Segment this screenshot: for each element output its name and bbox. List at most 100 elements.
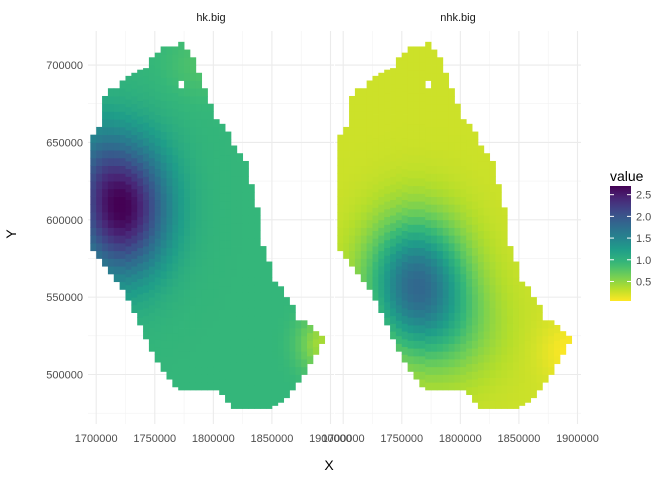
heatmap-tile: [448, 219, 455, 228]
heatmap-tile: [536, 312, 543, 321]
heatmap-tile: [277, 317, 285, 326]
heatmap-tile: [289, 366, 296, 375]
heatmap-tile: [213, 142, 220, 151]
heatmap-tile: [390, 292, 397, 301]
heatmap-tile: [230, 160, 238, 170]
heatmap-tile: [489, 307, 496, 317]
heatmap-tile: [248, 331, 255, 340]
heatmap-tile: [378, 119, 385, 128]
heatmap-tile: [195, 188, 203, 197]
heatmap-tile: [460, 258, 467, 267]
heatmap-tile: [119, 181, 126, 190]
heatmap-tile: [184, 204, 191, 213]
heatmap-tile: [242, 385, 249, 394]
heatmap-tile: [107, 181, 115, 190]
heatmap-tile: [242, 261, 249, 270]
heatmap-tile: [148, 281, 156, 290]
heatmap-tile: [166, 332, 173, 341]
heatmap-tile: [425, 366, 432, 375]
heatmap-tile: [119, 165, 126, 174]
heatmap-tile: [271, 312, 279, 321]
heatmap-tile: [189, 335, 197, 344]
heatmap-tile: [207, 157, 214, 167]
heatmap-tile: [489, 338, 496, 348]
heatmap-tile: [349, 242, 356, 252]
heatmap-tile: [166, 170, 173, 179]
heatmap-tile: [483, 346, 491, 355]
heatmap-tile: [436, 366, 444, 375]
heatmap-tile: [195, 382, 203, 391]
heatmap-tile: [483, 184, 491, 193]
heatmap-tile: [236, 215, 244, 224]
heatmap-tile: [460, 173, 467, 182]
heatmap-tile: [448, 297, 455, 306]
heatmap-tile: [536, 366, 543, 375]
heatmap-tile: [530, 359, 537, 368]
heatmap-tile: [201, 219, 208, 228]
heatmap-tile: [184, 134, 191, 143]
heatmap-tile: [384, 255, 391, 264]
heatmap-tile: [184, 49, 191, 58]
heatmap-tile: [160, 263, 167, 272]
heatmap-tile: [460, 250, 467, 259]
heatmap-tile: [477, 307, 485, 317]
heatmap-tile: [213, 212, 220, 221]
heatmap-tile: [131, 150, 138, 159]
heatmap-tile: [431, 266, 438, 275]
heatmap-tile: [236, 261, 244, 270]
heatmap-tile: [513, 269, 520, 278]
heatmap-tile: [219, 270, 226, 279]
heatmap-tile: [172, 61, 179, 71]
heatmap-tiles: [90, 41, 326, 409]
heatmap-tile: [530, 312, 537, 321]
heatmap-tile: [401, 323, 409, 332]
heatmap-tile: [431, 281, 438, 290]
heatmap-tile: [213, 343, 220, 352]
heatmap-tile: [425, 343, 432, 352]
heatmap-tile: [460, 343, 467, 352]
heatmap-tile: [113, 95, 121, 105]
heatmap-tile: [254, 238, 261, 247]
heatmap-tile: [172, 201, 179, 210]
heatmap-tile: [513, 292, 520, 301]
heatmap-tile: [137, 92, 144, 102]
heatmap-tile: [378, 150, 385, 159]
heatmap-tile: [495, 393, 502, 402]
heatmap-tile: [524, 324, 532, 334]
heatmap-tile: [378, 219, 385, 228]
heatmap-tile: [483, 191, 491, 201]
heatmap-tile: [460, 273, 467, 283]
heatmap-tile: [137, 193, 144, 202]
heatmap-tile: [448, 134, 455, 143]
heatmap-tile: [254, 369, 261, 378]
heatmap-tile: [207, 126, 214, 136]
heatmap-tile: [483, 385, 491, 394]
heatmap-tile: [354, 204, 362, 213]
heatmap-tile: [442, 289, 450, 298]
heatmap-tile: [201, 335, 208, 344]
heatmap-tile: [466, 185, 473, 194]
heatmap-tile: [495, 385, 502, 394]
heatmap-tile: [207, 242, 214, 252]
heatmap-tile: [507, 253, 514, 262]
heatmap-tile: [372, 261, 379, 270]
heatmap-tile: [137, 170, 144, 179]
heatmap-tile: [195, 242, 203, 252]
heatmap-tile: [501, 393, 508, 402]
heatmap-tile: [119, 134, 126, 143]
heatmap-tile: [448, 196, 455, 205]
heatmap-tile: [160, 92, 167, 102]
heatmap-tile: [113, 88, 121, 97]
heatmap-tile: [407, 363, 414, 372]
heatmap-tile: [125, 106, 132, 115]
heatmap-tile: [195, 359, 203, 368]
heatmap-tile: [166, 46, 173, 55]
heatmap-tile: [407, 239, 414, 249]
heatmap-tile: [431, 235, 438, 244]
heatmap-tile: [207, 374, 214, 383]
heatmap-tile: [442, 111, 450, 120]
heatmap-tile: [354, 181, 362, 190]
heatmap-tile: [419, 108, 426, 117]
heatmap-tile: [225, 154, 232, 163]
heatmap-tile: [454, 304, 461, 313]
